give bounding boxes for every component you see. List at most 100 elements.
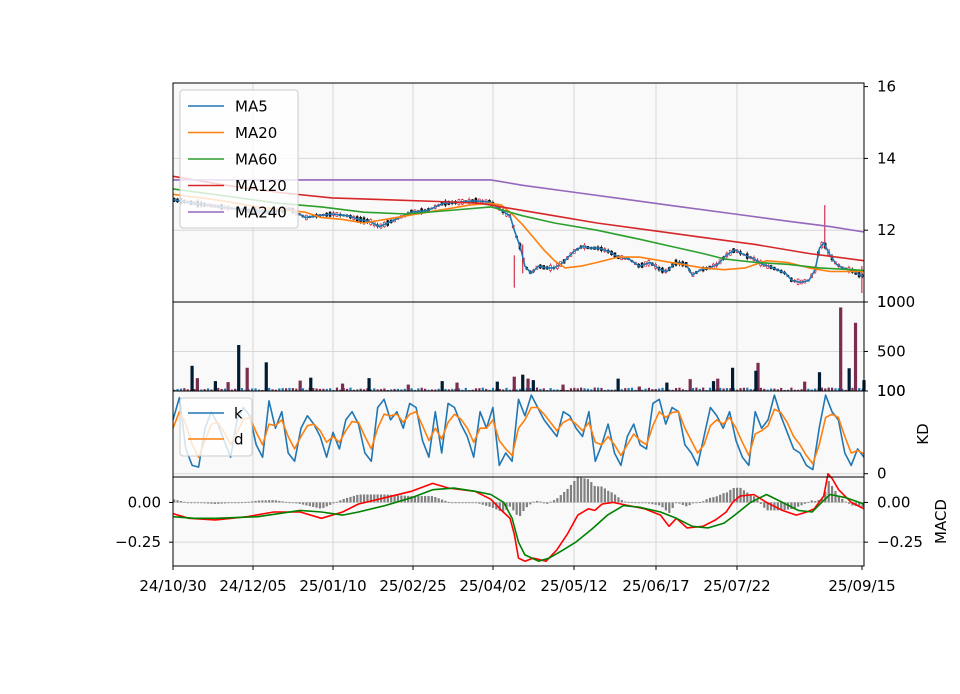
macd-histogram-bar: [271, 500, 274, 503]
volume-bar: [488, 389, 491, 391]
volume-bar: [434, 389, 437, 391]
kd-axis-label: KD: [914, 423, 932, 444]
volume-bar: [610, 389, 613, 391]
volume-bar: [386, 389, 389, 391]
price-ytick-label: 16: [877, 78, 896, 96]
macd-left-tick-label: −0.25: [115, 533, 161, 551]
volume-bar: [668, 389, 671, 391]
volume-spike-bar: [190, 365, 194, 391]
price-legend-box: [179, 89, 299, 229]
macd-histogram-bar: [349, 496, 352, 503]
macd-line-signal: [172, 487, 865, 562]
legend-label-ma60: MA60: [235, 151, 277, 169]
volume-bar: [478, 388, 481, 391]
volume-bar: [596, 387, 600, 391]
volume-spike-bar: [756, 362, 760, 391]
kd-line-d: [172, 406, 865, 465]
macd-histogram-bar: [539, 501, 542, 503]
macd-histogram-bar: [257, 500, 261, 503]
macd-histogram-bar: [644, 502, 647, 504]
volume-bar: [702, 387, 705, 391]
volume-bar: [474, 388, 478, 391]
legend-label-ma240: MA240: [235, 204, 287, 222]
macd-histogram-bar: [223, 502, 227, 504]
macd-axis-label: MACD: [932, 499, 950, 544]
volume-panel: 100 500 1000: [172, 293, 915, 400]
macd-histogram-bar: [678, 502, 681, 504]
volume-bar: [647, 387, 651, 391]
volume-bar: [634, 389, 637, 391]
macd-histogram-bar: [732, 488, 735, 503]
volume-spike-bar: [754, 370, 758, 391]
volume-bar: [820, 387, 824, 391]
macd-histogram-bar: [413, 496, 417, 503]
volume-bar: [566, 389, 569, 391]
macd-line-macd: [172, 473, 865, 562]
volume-bar: [691, 388, 695, 391]
volume-bar: [288, 387, 291, 391]
macd-histogram-bar: [630, 502, 634, 504]
volume-bar: [173, 389, 176, 391]
volume-bar: [603, 389, 606, 391]
x-tick-label: 25/04/02: [459, 577, 526, 595]
volume-ytick-label: 500: [877, 342, 906, 360]
volume-bar: [427, 389, 430, 391]
kd-legend: kd: [179, 397, 253, 457]
macd-histogram-bar: [427, 496, 430, 503]
macd-histogram-bar: [342, 498, 345, 503]
volume-bar: [535, 387, 539, 391]
macd-histogram-bar: [603, 488, 606, 503]
macd-histogram-bar: [508, 502, 512, 507]
macd-histogram-bar: [359, 494, 362, 503]
volume-bar: [461, 389, 464, 391]
legend-label-ma120: MA120: [235, 177, 287, 195]
volume-bar: [695, 387, 698, 391]
volume-bar: [220, 388, 223, 391]
volume-bar: [261, 389, 264, 391]
x-tick-label: 24/10/30: [139, 577, 206, 595]
volume-bar: [607, 389, 610, 391]
macd-histogram-bar: [610, 492, 613, 503]
volume-spike-bar: [340, 383, 345, 391]
volume-bar: [200, 389, 203, 391]
volume-bar: [203, 389, 206, 391]
macd-histogram-bar: [783, 502, 786, 511]
macd-histogram-bar: [284, 501, 288, 503]
macd-histogram-bar: [417, 496, 420, 503]
macd-histogram-bar: [790, 502, 793, 510]
macd-histogram-bar: [685, 502, 688, 507]
volume-spike-bar: [495, 381, 499, 391]
volume-bar: [457, 388, 461, 391]
volume-bar: [627, 388, 630, 391]
macd-histogram-bar: [230, 502, 233, 504]
volume-bar: [624, 388, 627, 391]
volume-bar: [373, 388, 376, 391]
macd-histogram-bar: [254, 500, 257, 503]
macd-histogram-bar: [566, 488, 569, 503]
volume-bar: [658, 388, 661, 391]
macd-histogram-bar: [393, 495, 396, 503]
macd-histogram-bar: [295, 502, 298, 504]
volume-spike-bar: [711, 381, 716, 391]
macd-histogram-bar: [841, 498, 844, 503]
volume-spike-bar: [226, 382, 230, 391]
volume-bar: [593, 387, 596, 391]
macd-histogram-bar: [332, 502, 335, 504]
volume-ytick-label: 100: [877, 382, 906, 400]
volume-bar: [413, 389, 417, 391]
volume-bar: [573, 387, 576, 391]
macd-histogram-bar: [217, 502, 220, 504]
macd-histogram-bar: [793, 502, 796, 509]
macd-histogram-bar: [491, 502, 495, 509]
macd-histogram-bar: [759, 502, 762, 504]
macd-histogram-bar: [681, 502, 684, 505]
volume-bar: [183, 388, 186, 391]
macd-histogram-bar: [315, 502, 318, 508]
volume-bar: [284, 388, 288, 391]
volume-spike-bar: [665, 382, 669, 391]
volume-bar: [210, 389, 213, 391]
volume-bar: [498, 388, 501, 391]
kd-legend-label-k: k: [234, 405, 243, 423]
macd-frame: [172, 476, 865, 567]
macd-histogram-bar: [695, 502, 698, 504]
